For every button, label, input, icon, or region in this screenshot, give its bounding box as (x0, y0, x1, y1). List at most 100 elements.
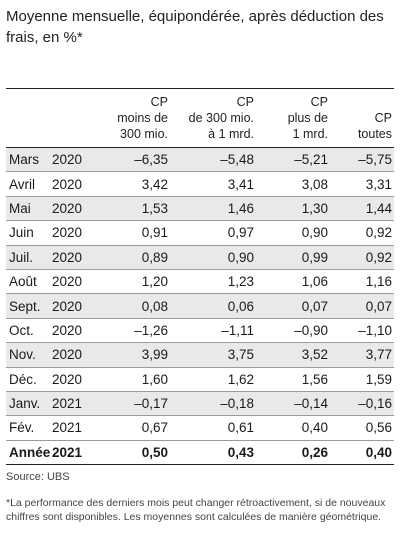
table-row: Mai 2020 1,53 1,46 1,30 1,44 (6, 196, 394, 221)
header-line: toutes (357, 127, 392, 141)
header-line: CP (236, 95, 254, 109)
year-cell: 2021 (52, 420, 83, 436)
table-header-row: CP moins de 300 mio. CP de 300 mio. à 1 mrd.… (6, 92, 394, 148)
value-cell: 0,90 (227, 249, 254, 265)
header-cp-all: CP toutes (330, 92, 394, 148)
year-cell: 2020 (52, 347, 83, 363)
value-cell: 0,06 (227, 298, 254, 314)
value-cell: 3,42 (141, 176, 168, 192)
value-cell: 1,23 (227, 274, 254, 290)
value-cell: 1,60 (141, 371, 168, 387)
value-cell: 0,07 (301, 298, 328, 314)
table-row: Oct. 2020 –1,26 –1,11 –0,90 –1,10 (6, 318, 394, 343)
month-cell: Oct. (9, 322, 34, 338)
value-cell: –0,90 (294, 322, 328, 338)
table-row: Juin 2020 0,91 0,97 0,90 0,92 (6, 221, 394, 246)
total-row: Année 2021 0,50 0,43 0,26 0,40 (6, 440, 394, 465)
table-row: Juil. 2020 0,89 0,90 0,99 0,92 (6, 245, 394, 270)
value-cell: 1,62 (227, 371, 254, 387)
year-cell: 2020 (52, 322, 83, 338)
value-cell: –1,26 (134, 322, 168, 338)
value-cell: –5,75 (358, 152, 392, 168)
table-row: Nov. 2020 3,99 3,75 3,52 3,77 (6, 342, 394, 368)
month-cell: Fév. (9, 420, 35, 436)
month-cell: Août (9, 274, 37, 290)
header-cp-medium: CP de 300 mio. à 1 mrd. (170, 92, 256, 148)
value-cell: 0,50 (141, 444, 168, 460)
value-cell: 3,52 (301, 347, 328, 363)
header-cp-small: CP moins de 300 mio. (100, 92, 170, 148)
year-cell: 2020 (52, 274, 83, 290)
value-cell: 0,97 (227, 225, 254, 241)
value-cell: 0,08 (141, 298, 168, 314)
value-cell: –5,48 (220, 152, 254, 168)
value-cell: 1,46 (227, 200, 254, 216)
header-line: de 300 mio. (188, 111, 254, 125)
value-cell: 1,06 (301, 274, 328, 290)
value-cell: 3,99 (141, 347, 168, 363)
header-cp-large: CP plus de 1 mrd. (256, 92, 330, 148)
value-cell: 0,40 (301, 420, 328, 436)
value-cell: 0,43 (227, 444, 254, 460)
top-rule (6, 88, 394, 89)
year-cell: 2020 (52, 298, 83, 314)
year-cell: 2020 (52, 152, 83, 168)
value-cell: 0,61 (227, 420, 254, 436)
value-cell: 0,90 (301, 225, 328, 241)
header-year (52, 92, 100, 148)
month-cell: Juin (9, 225, 34, 241)
year-cell: 2020 (52, 200, 83, 216)
value-cell: –5,21 (294, 152, 328, 168)
performance-table: CP moins de 300 mio. CP de 300 mio. à 1 mrd.… (6, 92, 394, 465)
footnote: *La performance des derniers mois peut c… (6, 497, 386, 523)
value-cell: 3,77 (365, 347, 392, 363)
value-cell: 0,92 (365, 225, 392, 241)
value-cell: –0,18 (220, 396, 254, 412)
header-line: CP (374, 111, 392, 125)
value-cell: 1,56 (301, 371, 328, 387)
year-cell: 2021 (52, 444, 83, 460)
value-cell: 0,56 (365, 420, 392, 436)
header-line: CP (310, 95, 328, 109)
value-cell: 1,44 (365, 200, 392, 216)
header-month (6, 92, 52, 148)
value-cell: 0,40 (365, 444, 392, 460)
value-cell: –0,17 (134, 396, 168, 412)
year-cell: 2020 (52, 225, 83, 241)
value-cell: –6,35 (134, 152, 168, 168)
month-cell: Juil. (9, 249, 34, 265)
month-cell: Janv. (9, 396, 41, 412)
year-cell: 2020 (52, 371, 83, 387)
year-cell: 2020 (52, 176, 83, 192)
month-cell: Nov. (9, 347, 36, 363)
value-cell: 1,20 (141, 274, 168, 290)
table-title: Moyenne mensuelle, équipondérée, après d… (6, 8, 384, 46)
value-cell: 0,89 (141, 249, 168, 265)
table-row: Août 2020 1,20 1,23 1,06 1,16 (6, 269, 394, 294)
table-row: Janv. 2021 –0,17 –0,18 –0,14 –0,16 (6, 391, 394, 416)
value-cell: 0,67 (141, 420, 168, 436)
total-label: Année (9, 444, 51, 460)
value-cell: 1,30 (301, 200, 328, 216)
month-cell: Sept. (9, 298, 41, 314)
value-cell: 1,16 (365, 274, 392, 290)
value-cell: 0,92 (365, 249, 392, 265)
source-note: Source: UBS (6, 471, 70, 483)
value-cell: 0,07 (365, 298, 392, 314)
year-cell: 2020 (52, 249, 83, 265)
table-body: Mars 2020 –6,35 –5,48 –5,21 –5,75 Avril 2020 3,4… (6, 147, 394, 465)
value-cell: 3,75 (227, 347, 254, 363)
header-line: CP (150, 95, 168, 109)
table-row: Sept. 2020 0,08 0,06 0,07 0,07 (6, 293, 394, 319)
header-line: plus de (287, 111, 328, 125)
value-cell: –1,11 (221, 322, 254, 338)
value-cell: 3,31 (365, 176, 392, 192)
value-cell: 1,59 (365, 371, 392, 387)
value-cell: 0,26 (301, 444, 328, 460)
value-cell: 3,08 (301, 176, 328, 192)
table-row: Mars 2020 –6,35 –5,48 –5,21 –5,75 (6, 147, 394, 172)
value-cell: 0,99 (301, 249, 328, 265)
value-cell: 0,91 (141, 225, 168, 241)
month-cell: Déc. (9, 371, 37, 387)
header-line: 300 mio. (120, 127, 168, 141)
